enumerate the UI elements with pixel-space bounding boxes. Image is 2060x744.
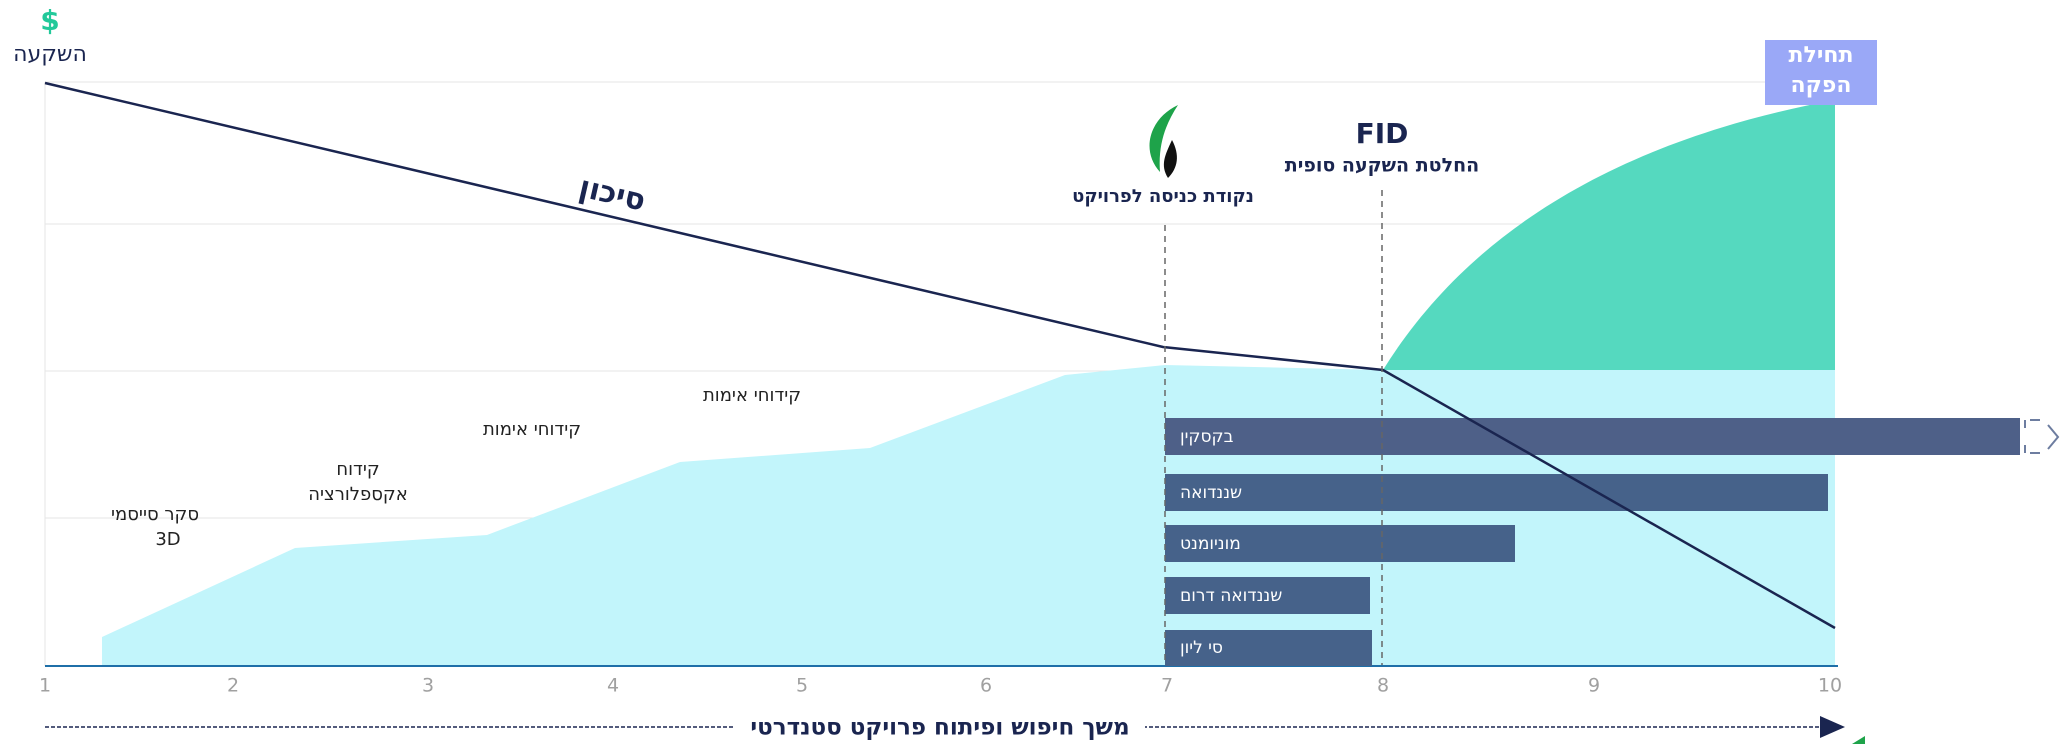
production-label: הפקה bbox=[1791, 73, 1852, 98]
x-ticks: 1 2 3 4 5 6 7 8 9 10 bbox=[39, 675, 1842, 697]
project-label: שננדואה bbox=[1180, 483, 1242, 503]
investment-area bbox=[102, 365, 1835, 666]
y-axis-label: השקעה bbox=[13, 42, 87, 67]
x-tick-label: 7 bbox=[1161, 675, 1173, 697]
x-tick-label: 5 bbox=[796, 675, 808, 697]
x-tick-label: 4 bbox=[607, 675, 619, 697]
milestone-lines bbox=[1164, 190, 1383, 665]
stage-label: סקר סייסמי bbox=[111, 504, 199, 525]
project-bars bbox=[1165, 418, 2060, 666]
entry-logo bbox=[1149, 105, 1178, 178]
y-axis-icon: $ bbox=[40, 4, 59, 37]
arrow-head bbox=[1820, 716, 1845, 738]
production-label: תחילת bbox=[1789, 43, 1854, 68]
x-tick-label: 9 bbox=[1588, 675, 1600, 697]
x-axis-label: משך חיפוש ופיתוח פרויקט סטנדרטי bbox=[750, 715, 1129, 741]
x-tick-label: 8 bbox=[1377, 675, 1389, 697]
x-axis-label-bg bbox=[735, 710, 1145, 744]
production-area bbox=[1383, 100, 1835, 370]
x-tick-label: 1 bbox=[39, 675, 51, 697]
stage-label: אקספלורציה bbox=[308, 484, 407, 505]
project-label: שננדואה דרום bbox=[1180, 586, 1282, 606]
stage-label: קידוחי אימות bbox=[703, 385, 801, 406]
production-box bbox=[1765, 40, 1877, 105]
corner-mark bbox=[1852, 736, 1865, 744]
project-label: מוניומנט bbox=[1180, 534, 1241, 554]
x-tick-label: 10 bbox=[1818, 675, 1842, 697]
fid-title: FID bbox=[1356, 117, 1409, 150]
stage-label: 3D bbox=[155, 529, 180, 550]
stage-label: קידוחי אימות bbox=[483, 419, 581, 440]
stage-label: קידוח bbox=[336, 459, 379, 480]
entry-point-label: נקודת כניסה לפרויקט bbox=[1072, 186, 1254, 207]
risk-line bbox=[44, 81, 1836, 630]
project-label: בקסקין bbox=[1180, 427, 1234, 447]
project-label: סי ליון bbox=[1180, 638, 1223, 658]
fid-subtitle: החלטת השקעה סופית bbox=[1285, 155, 1479, 177]
x-tick-label: 6 bbox=[980, 675, 992, 697]
x-tick-label: 2 bbox=[227, 675, 239, 697]
x-tick-label: 3 bbox=[422, 675, 434, 697]
